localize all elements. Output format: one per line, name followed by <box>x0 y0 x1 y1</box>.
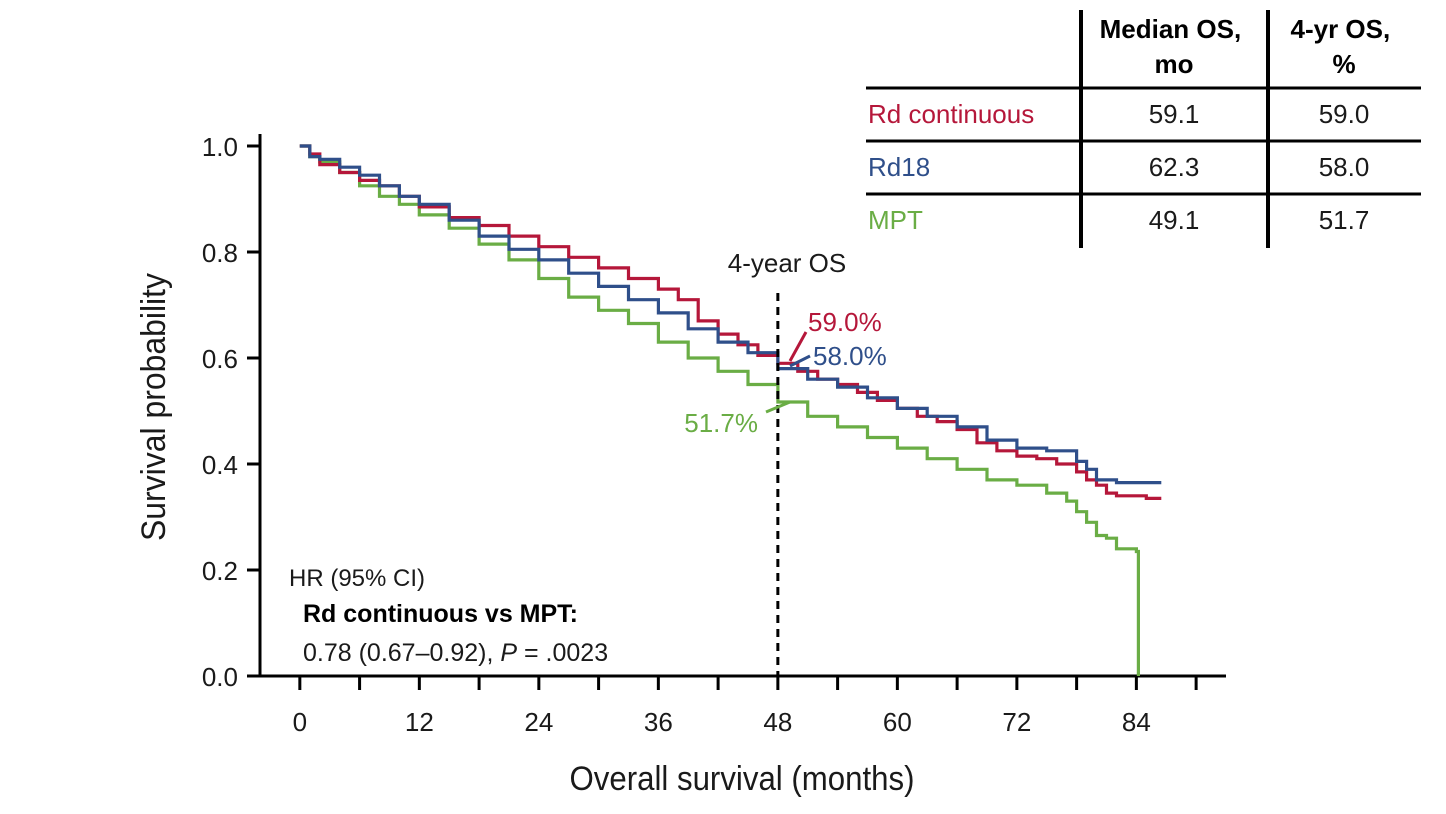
x-tick-label: 84 <box>1122 707 1151 737</box>
rd18-leader-line <box>789 354 811 368</box>
table-cell-median: 59.1 <box>1149 99 1200 129</box>
x-tick-label: 60 <box>883 707 912 737</box>
table-cell-fouryear: 58.0 <box>1319 152 1370 182</box>
table-header-fouryear-line2: % <box>1332 49 1355 79</box>
table-header-median-line1: Median OS, <box>1100 14 1242 44</box>
table-cell-fouryear: 59.0 <box>1319 99 1370 129</box>
mpt-point-label: 51.7% <box>684 408 758 438</box>
table-row-label: MPT <box>868 205 923 235</box>
summary-table: Median OS, mo 4-yr OS, % Rd continuous 5… <box>866 10 1421 248</box>
hr-p-value: = .0023 <box>517 639 608 667</box>
series-line-rd-continuous <box>299 144 1162 500</box>
x-tick-label: 72 <box>1002 707 1031 737</box>
table-row-label: Rd18 <box>868 152 930 182</box>
y-axis-title: Survival probability <box>135 273 173 541</box>
x-tick-label: 36 <box>644 707 673 737</box>
series-line-mpt <box>299 144 1140 676</box>
hr-p-label: P <box>500 639 517 667</box>
x-tick-label: 24 <box>524 707 553 737</box>
table-header-median: Median OS, mo <box>1100 14 1249 79</box>
table-header-fouryear: 4-yr OS, % <box>1291 14 1398 79</box>
y-tick-label: 0.4 <box>202 450 238 480</box>
x-tick-label: 0 <box>293 707 307 737</box>
y-tick-label: 0.8 <box>202 238 238 268</box>
table-header-fouryear-line1: 4-yr OS, <box>1291 14 1391 44</box>
table-header-median-line2: mo <box>1155 49 1194 79</box>
table-row-label: Rd continuous <box>868 99 1034 129</box>
y-tick-label: 0.0 <box>202 662 238 692</box>
y-tick-label: 0.2 <box>202 556 238 586</box>
y-ticks: 0.0 0.2 0.4 0.6 0.8 1.0 <box>202 132 260 692</box>
rd18-point-label: 58.0% <box>813 341 887 371</box>
series-line-rd18 <box>299 144 1162 485</box>
y-tick-label: 1.0 <box>202 132 238 162</box>
hr-title: HR (95% CI) <box>289 565 425 592</box>
x-ticks: 0 12 24 36 48 60 72 84 <box>293 676 1198 737</box>
table-cell-fouryear: 51.7 <box>1319 205 1370 235</box>
table-cell-median: 49.1 <box>1149 205 1200 235</box>
x-tick-label: 12 <box>405 707 434 737</box>
x-axis-title: Overall survival (months) <box>570 760 915 798</box>
y-tick-label: 0.6 <box>202 344 238 374</box>
rd-continuous-leader-line <box>788 331 808 362</box>
mpt-leader-line <box>765 400 791 414</box>
rd-continuous-point-label: 59.0% <box>808 307 882 337</box>
x-tick-label: 48 <box>763 707 792 737</box>
hr-result: 0.78 (0.67–0.92), P = .0023 <box>303 639 608 667</box>
hr-comparison: Rd continuous vs MPT: <box>303 600 578 628</box>
hr-value: 0.78 (0.67–0.92), <box>303 639 500 667</box>
four-year-marker-label: 4-year OS <box>728 248 847 278</box>
table-cell-median: 62.3 <box>1149 152 1200 182</box>
